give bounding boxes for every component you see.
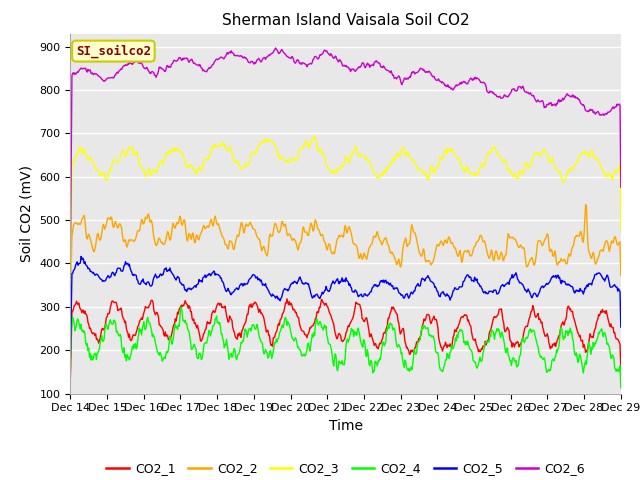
CO2_1: [189, 317, 196, 323]
CO2_4: [413, 344, 421, 349]
CO2_2: [218, 233, 226, 239]
CO2_3: [218, 142, 226, 147]
CO2_6: [77, 66, 84, 72]
Line: CO2_2: CO2_2: [70, 205, 621, 370]
CO2_3: [311, 133, 319, 139]
CO2_1: [413, 339, 421, 345]
CO2_1: [283, 296, 291, 302]
CO2_4: [219, 336, 227, 342]
CO2_6: [429, 74, 437, 80]
X-axis label: Time: Time: [328, 419, 363, 433]
CO2_5: [219, 279, 227, 285]
CO2_3: [77, 144, 84, 150]
CO2_3: [67, 296, 74, 301]
CO2_2: [77, 221, 84, 227]
CO2_4: [67, 365, 74, 371]
CO2_2: [617, 272, 625, 278]
CO2_3: [429, 169, 437, 175]
CO2_4: [77, 326, 84, 332]
Y-axis label: Soil CO2 (mV): Soil CO2 (mV): [20, 165, 34, 262]
CO2_5: [67, 355, 74, 361]
CO2_5: [77, 260, 84, 266]
CO2_2: [133, 230, 141, 236]
CO2_6: [617, 184, 625, 190]
CO2_4: [429, 333, 437, 339]
Line: CO2_3: CO2_3: [70, 136, 621, 299]
CO2_5: [429, 280, 437, 286]
CO2_5: [413, 282, 421, 288]
CO2_1: [617, 365, 625, 371]
CO2_5: [134, 277, 141, 283]
CO2_6: [189, 59, 196, 65]
CO2_1: [218, 305, 226, 311]
CO2_1: [67, 374, 74, 380]
CO2_2: [189, 230, 196, 236]
CO2_2: [582, 202, 589, 208]
CO2_5: [77, 253, 85, 259]
CO2_5: [617, 324, 625, 330]
CO2_3: [189, 166, 196, 171]
Line: CO2_6: CO2_6: [70, 48, 621, 258]
CO2_4: [177, 304, 185, 310]
CO2_2: [67, 367, 74, 373]
CO2_4: [190, 343, 198, 348]
CO2_4: [617, 385, 625, 391]
CO2_6: [218, 54, 226, 60]
CO2_5: [190, 284, 198, 290]
Line: CO2_1: CO2_1: [70, 299, 621, 377]
CO2_3: [617, 228, 625, 234]
Line: CO2_5: CO2_5: [70, 256, 621, 358]
CO2_4: [133, 344, 141, 350]
CO2_6: [272, 45, 280, 51]
Line: CO2_4: CO2_4: [70, 307, 621, 388]
Legend: CO2_1, CO2_2, CO2_3, CO2_4, CO2_5, CO2_6: CO2_1, CO2_2, CO2_3, CO2_4, CO2_5, CO2_6: [101, 457, 590, 480]
CO2_2: [429, 260, 436, 266]
CO2_1: [77, 306, 84, 312]
CO2_1: [429, 315, 437, 321]
CO2_1: [133, 327, 141, 333]
CO2_3: [133, 150, 141, 156]
CO2_6: [67, 255, 74, 261]
CO2_6: [133, 59, 141, 64]
Title: Sherman Island Vaisala Soil CO2: Sherman Island Vaisala Soil CO2: [222, 13, 469, 28]
CO2_6: [413, 70, 421, 75]
CO2_2: [413, 236, 420, 241]
Text: SI_soilco2: SI_soilco2: [76, 44, 151, 58]
CO2_3: [413, 165, 421, 171]
